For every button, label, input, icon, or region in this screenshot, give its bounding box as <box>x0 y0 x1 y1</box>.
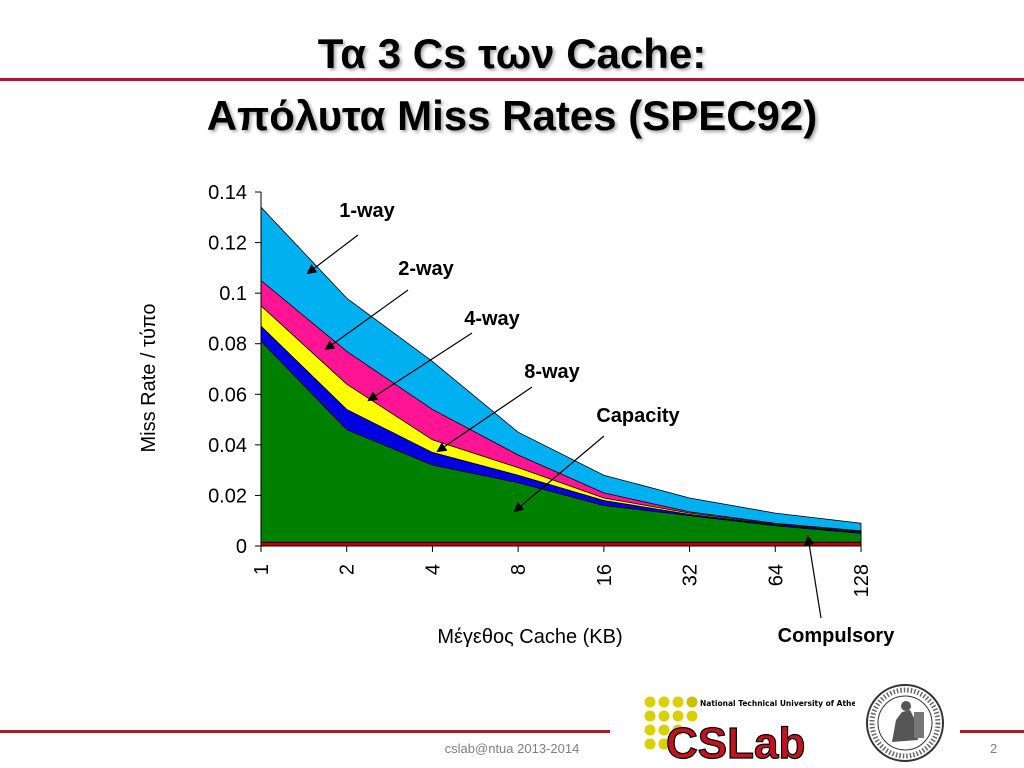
logo-tagline: National Technical University of Athens <box>700 699 855 708</box>
annotation-capacity: Capacity <box>596 405 680 427</box>
annotation-1-way: 1-way <box>339 200 395 222</box>
slide-title-line2: Απόλυτα Miss Rates (SPEC92) <box>206 92 818 139</box>
y-tick-label: 0.12 <box>208 233 247 255</box>
footer-text: cslab@ntua 2013-2014 <box>444 741 580 756</box>
annotation-arrow-capacity <box>513 435 605 513</box>
cslab-logo: National Technical University of Athens … <box>644 696 855 762</box>
y-tick-label: 0.14 <box>208 182 247 204</box>
annotation-arrow-8-way <box>436 386 533 453</box>
x-tick-label: 2 <box>337 564 359 575</box>
y-tick-label: 0.06 <box>208 384 247 406</box>
title-rule <box>0 78 1024 81</box>
y-tick-label: 0.1 <box>219 283 247 305</box>
annotation-8-way: 8-way <box>524 361 580 383</box>
annotation-arrow-1-way <box>306 234 359 275</box>
x-tick-label: 4 <box>422 564 444 575</box>
annotation-arrow-2-way <box>324 289 409 351</box>
annotation-compulsory: Compulsory <box>778 625 896 647</box>
footer-rule-right <box>960 730 1024 733</box>
x-tick-label: 32 <box>680 564 702 586</box>
x-tick-label: 128 <box>851 564 873 597</box>
annotation-arrow-compulsory <box>804 535 822 619</box>
x-axis-title: Μέγεθος Cache (KB) <box>437 626 622 648</box>
annotation-2-way: 2-way <box>398 258 454 280</box>
annotation-arrow-4-way <box>367 332 473 402</box>
page-number: 2 <box>990 741 998 756</box>
area-capacity <box>260 340 862 547</box>
y-tick-label: 0.04 <box>208 435 247 457</box>
logo-main-text: CSLab <box>666 719 805 762</box>
y-tick-label: 0.08 <box>208 334 247 356</box>
x-tick-label: 64 <box>765 564 787 586</box>
x-tick-label: 1 <box>251 564 273 575</box>
footer-rule-left <box>0 730 610 733</box>
area-compulsory <box>260 541 862 547</box>
y-tick-label: 0 <box>236 536 247 558</box>
ntua-seal <box>866 684 944 762</box>
x-tick-label: 8 <box>508 564 530 575</box>
y-tick-label: 0.02 <box>208 485 247 507</box>
logo-dot-grid <box>644 696 698 750</box>
x-tick-label: 16 <box>594 564 616 586</box>
y-axis-title: Miss Rate / τύπο <box>138 303 160 452</box>
annotation-4-way: 4-way <box>464 308 520 330</box>
slide-title-line1: Τα 3 Cs των Cache: <box>317 30 707 77</box>
